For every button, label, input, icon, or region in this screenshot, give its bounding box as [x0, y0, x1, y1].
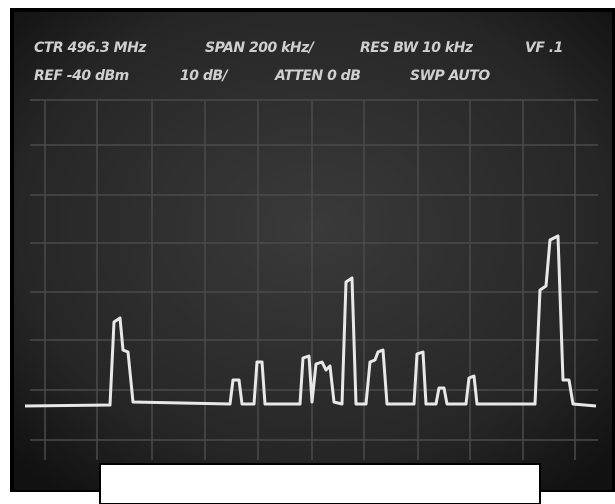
- header-label: REF -40 dBm: [34, 68, 129, 84]
- header-label: CTR 496.3 MHz: [34, 40, 147, 56]
- caption-box: [100, 464, 540, 504]
- analyzer-photo: CTR 496.3 MHz SPAN 200 kHz/ RES BW 10 kH…: [0, 0, 615, 504]
- header-label: SWP AUTO: [410, 68, 490, 84]
- header-label: RES BW 10 kHz: [360, 40, 474, 56]
- header-label: ATTEN 0 dB: [274, 68, 360, 84]
- header-label: 10 dB/: [180, 68, 230, 84]
- header-label: VF .1: [525, 40, 563, 56]
- header-label: SPAN 200 kHz/: [205, 40, 316, 56]
